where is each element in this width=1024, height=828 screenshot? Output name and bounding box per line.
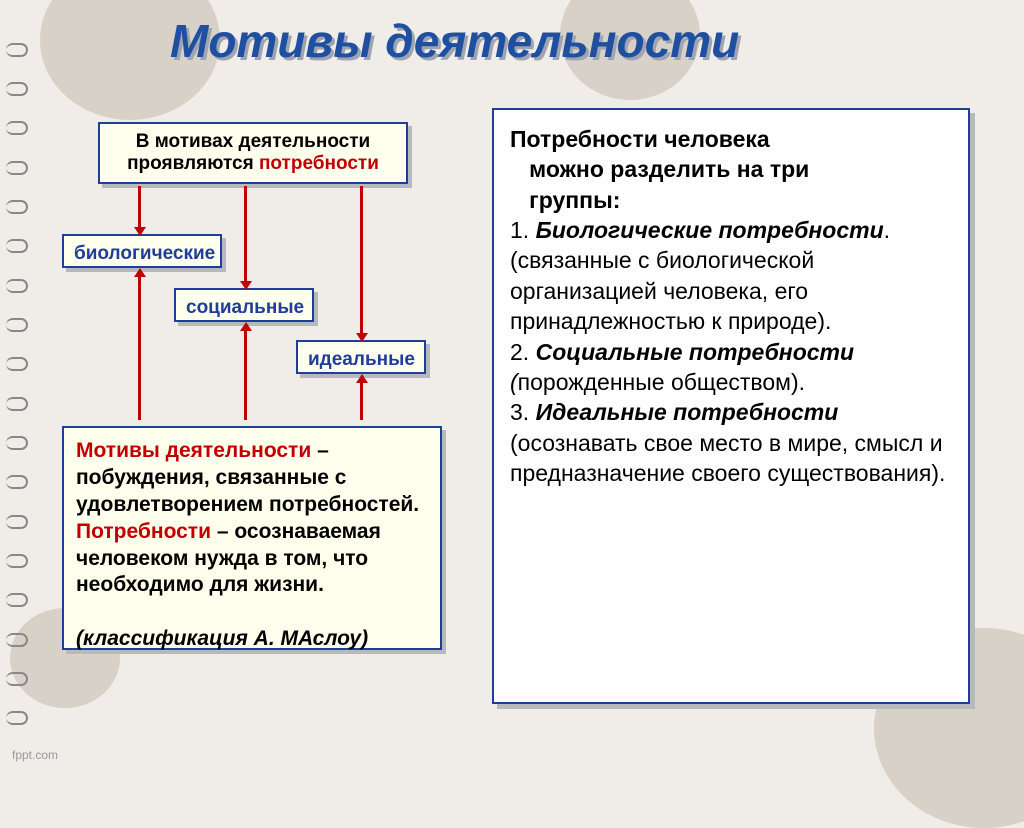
arrow-up xyxy=(360,382,363,420)
panel-head: Потребности человека можно разделить на … xyxy=(510,124,952,215)
panel-item-2-desc: (порожденные обществом). xyxy=(510,367,952,397)
motives-box: В мотивах деятельности проявляются потре… xyxy=(98,122,408,184)
motives-line2a: проявляются xyxy=(127,153,259,174)
panel-item-3: 3. Идеальные потребности xyxy=(510,397,952,427)
need-box-social: социальные xyxy=(174,288,314,322)
panel-item-3-desc: (осознавать свое место в мире, смысл и п… xyxy=(510,428,952,489)
arrow-down xyxy=(244,186,247,282)
motives-line2b: потребности xyxy=(259,153,379,174)
need-box-ideal: идеальные xyxy=(296,340,426,374)
panel-item-1-desc: (связанные с биологической организацией … xyxy=(510,245,952,336)
panel-item-1: 1. Биологические потребности. xyxy=(510,215,952,245)
arrow-down xyxy=(360,186,363,334)
definitions-box: Мотивы деятельности – побуждения, связан… xyxy=(62,426,442,650)
def-motive-head: Мотивы деятельности xyxy=(76,439,311,462)
arrow-down xyxy=(138,186,141,228)
panel-item-2: 2. Социальные потребности xyxy=(510,337,952,367)
need-box-biological: биологические xyxy=(62,234,222,268)
motives-line1: В мотивах деятельности xyxy=(110,131,396,153)
footer-credit: fppt.com xyxy=(12,748,58,762)
page-title: Мотивы деятельности xyxy=(170,14,739,68)
info-panel: Потребности человека можно разделить на … xyxy=(492,108,970,704)
def-need-head: Потребности xyxy=(76,520,211,543)
spiral-binding xyxy=(6,0,34,768)
def-maslow: (классификация А. МАслоу) xyxy=(76,627,368,650)
arrow-up xyxy=(244,330,247,420)
arrow-up xyxy=(138,276,141,420)
